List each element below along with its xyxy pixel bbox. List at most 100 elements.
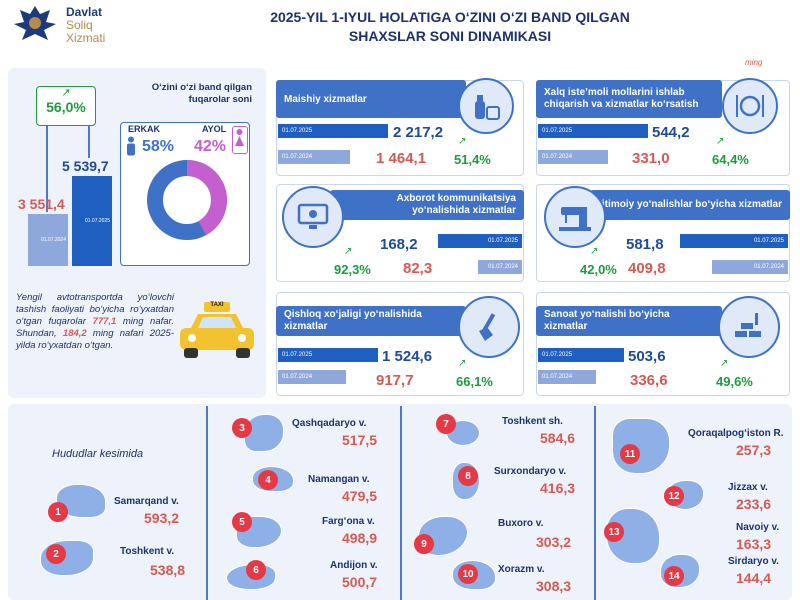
- bar-2024-ict: 01.07.2024: [478, 260, 522, 274]
- growth-arrow-icon: ↗: [458, 358, 467, 369]
- unit-note: ming: [745, 58, 763, 67]
- region-divider: [206, 406, 208, 600]
- bar-2025-social: 01.07.2025: [680, 234, 788, 248]
- region-number: 6: [246, 560, 266, 580]
- region-map-qoraqalpogiston: [612, 418, 670, 474]
- male-pct: 58%: [142, 138, 175, 155]
- pct-social: 42,0%: [580, 262, 617, 277]
- region-value: 416,3: [540, 480, 576, 496]
- bar-2025-date: 01.07.2025: [84, 218, 110, 224]
- connector-line-left: [46, 126, 48, 212]
- logo-line2: Soliq: [66, 18, 93, 32]
- gender-donut: [147, 160, 227, 240]
- logo-line1: Davlat: [66, 5, 103, 19]
- growth-arrow-icon: ↗: [344, 246, 353, 257]
- bar-date: 01.07.2024: [487, 264, 518, 270]
- region-number: 8: [458, 466, 478, 486]
- region-value: 517,5: [342, 432, 378, 448]
- bar-date: 01.07.2025: [542, 352, 573, 358]
- bar-2024-social: 01.07.2024: [712, 260, 788, 274]
- region-name: Xorazm v.: [498, 564, 545, 575]
- bar-2024-agriculture: 01.07.2024: [278, 370, 346, 384]
- title-line-2: SHAXSLAR SONI DINAMIKASI: [348, 28, 552, 44]
- region-number: 11: [620, 444, 640, 464]
- region-number: 14: [664, 566, 684, 586]
- female-icon: [232, 126, 248, 154]
- bar-2024-consumer: 01.07.2024: [538, 150, 608, 164]
- region-name: Toshkent sh.: [502, 416, 563, 427]
- total-2025-value: 5 539,7: [62, 158, 109, 174]
- title-line-1: 2025-YIL 1-IYUL HOLATIGA O‘ZINI O‘ZI BAN…: [270, 9, 630, 25]
- sector-title-industry: Sanoat yo‘nalishi bo‘yicha xizmatlar: [536, 306, 722, 336]
- taxi-text: Yengil avtotransportda yo‘lovchi tashish…: [16, 292, 174, 352]
- bricks-icon: [718, 296, 780, 358]
- dining-icon: [722, 78, 778, 134]
- growth-pct: 56,0%: [46, 99, 86, 115]
- region-name: Qashqadaryo v.: [292, 418, 367, 429]
- shovel-icon: [458, 296, 520, 358]
- taxi-value: 777,1: [92, 316, 117, 327]
- bar-2025: 01.07.2025: [72, 176, 112, 266]
- region-divider: [400, 406, 402, 600]
- value-2025-consumer: 544,2: [652, 124, 690, 141]
- pct-industry: 49,6%: [716, 374, 753, 389]
- value-2025-social: 581,8: [626, 236, 664, 253]
- donut-female-slice: [147, 160, 227, 240]
- bar-2024-date: 01.07.2024: [40, 237, 66, 243]
- taxi-icon: [176, 300, 258, 362]
- bar-date: 01.07.2025: [753, 238, 784, 244]
- region-name: Buxoro v.: [498, 518, 544, 529]
- region-value: 538,8: [150, 562, 186, 578]
- sector-title-text: Axborot kommunikatsiya yo‘nalishida xizm…: [396, 193, 516, 216]
- taxi-sign-label: TAXI: [210, 302, 224, 308]
- region-name: Jizzax v.: [728, 482, 768, 493]
- taxi-text-1: Yengil avtotransportda yo‘lovchi tashish…: [16, 292, 174, 327]
- connector-line-right: [88, 126, 90, 158]
- bar-date: 01.07.2025: [282, 352, 313, 358]
- sector-title-text: Xalq iste’moli mollarini ishlab chiqaris…: [544, 87, 699, 110]
- sector-title-text: Maishiy xizmatlar: [284, 93, 367, 105]
- region-name: Toshkent v.: [120, 546, 175, 557]
- bar-2025-ict: 01.07.2025: [438, 234, 522, 248]
- sector-title-agriculture: Qishloq xo‘jaligi yo‘nalishida xizmatlar: [276, 306, 466, 336]
- pct-ict: 92,3%: [334, 262, 371, 277]
- region-name: Surxondaryo v.: [494, 466, 567, 477]
- value-2024-agriculture: 917,7: [376, 372, 414, 389]
- region-number: 10: [458, 564, 478, 584]
- taxi-text-3: Shundan,: [16, 328, 57, 339]
- bar-date: 01.07.2025: [487, 238, 518, 244]
- growth-arrow-icon: ↗: [716, 136, 725, 147]
- logo-emblem: [10, 2, 60, 42]
- logo-line3: Xizmati: [66, 31, 106, 45]
- sector-title-text: Ijtimoiy yo‘nalishlar bo‘yicha xizmatlar: [599, 199, 782, 210]
- region-number: 2: [46, 544, 66, 564]
- bar-2025-household: 01.07.2025: [278, 124, 388, 138]
- region-value: 500,7: [342, 574, 378, 590]
- value-2024-household: 1 464,1: [376, 150, 427, 167]
- logo-text: Davlat Soliq Xizmati: [66, 6, 105, 45]
- region-number: 3: [232, 418, 252, 438]
- region-value: 498,9: [342, 530, 378, 546]
- growth-arrow-icon: ↗: [590, 246, 599, 257]
- region-number: 4: [258, 470, 278, 490]
- sector-title-consumer: Xalq iste’moli mollarini ishlab chiqaris…: [536, 80, 722, 118]
- growth-arrow-icon: ↗: [458, 136, 467, 147]
- region-value: 308,3: [536, 578, 572, 594]
- bar-date: 01.07.2025: [282, 128, 313, 134]
- bar-2025-agriculture: 01.07.2025: [278, 348, 378, 362]
- value-2024-industry: 336,6: [630, 372, 668, 389]
- bar-2025-industry: 01.07.2025: [538, 348, 624, 362]
- bar-date: 01.07.2024: [542, 374, 573, 380]
- bar-2024: 01.07.2024: [28, 214, 68, 266]
- value-2025-industry: 503,6: [628, 348, 666, 365]
- region-name: Farg‘ona v.: [322, 516, 375, 527]
- region-value: 479,5: [342, 488, 378, 504]
- sector-title-text: Sanoat yo‘nalishi bo‘yicha xizmatlar: [544, 309, 670, 332]
- taxi-text-2: ming nafar.: [122, 316, 174, 327]
- region-name: Navoiy v.: [736, 522, 780, 533]
- region-value: 303,2: [536, 534, 572, 550]
- pct-household: 51,4%: [454, 152, 491, 167]
- bar-2024-industry: 01.07.2024: [538, 370, 596, 384]
- value-2025-agriculture: 1 524,6: [382, 348, 433, 365]
- region-number: 7: [436, 414, 456, 434]
